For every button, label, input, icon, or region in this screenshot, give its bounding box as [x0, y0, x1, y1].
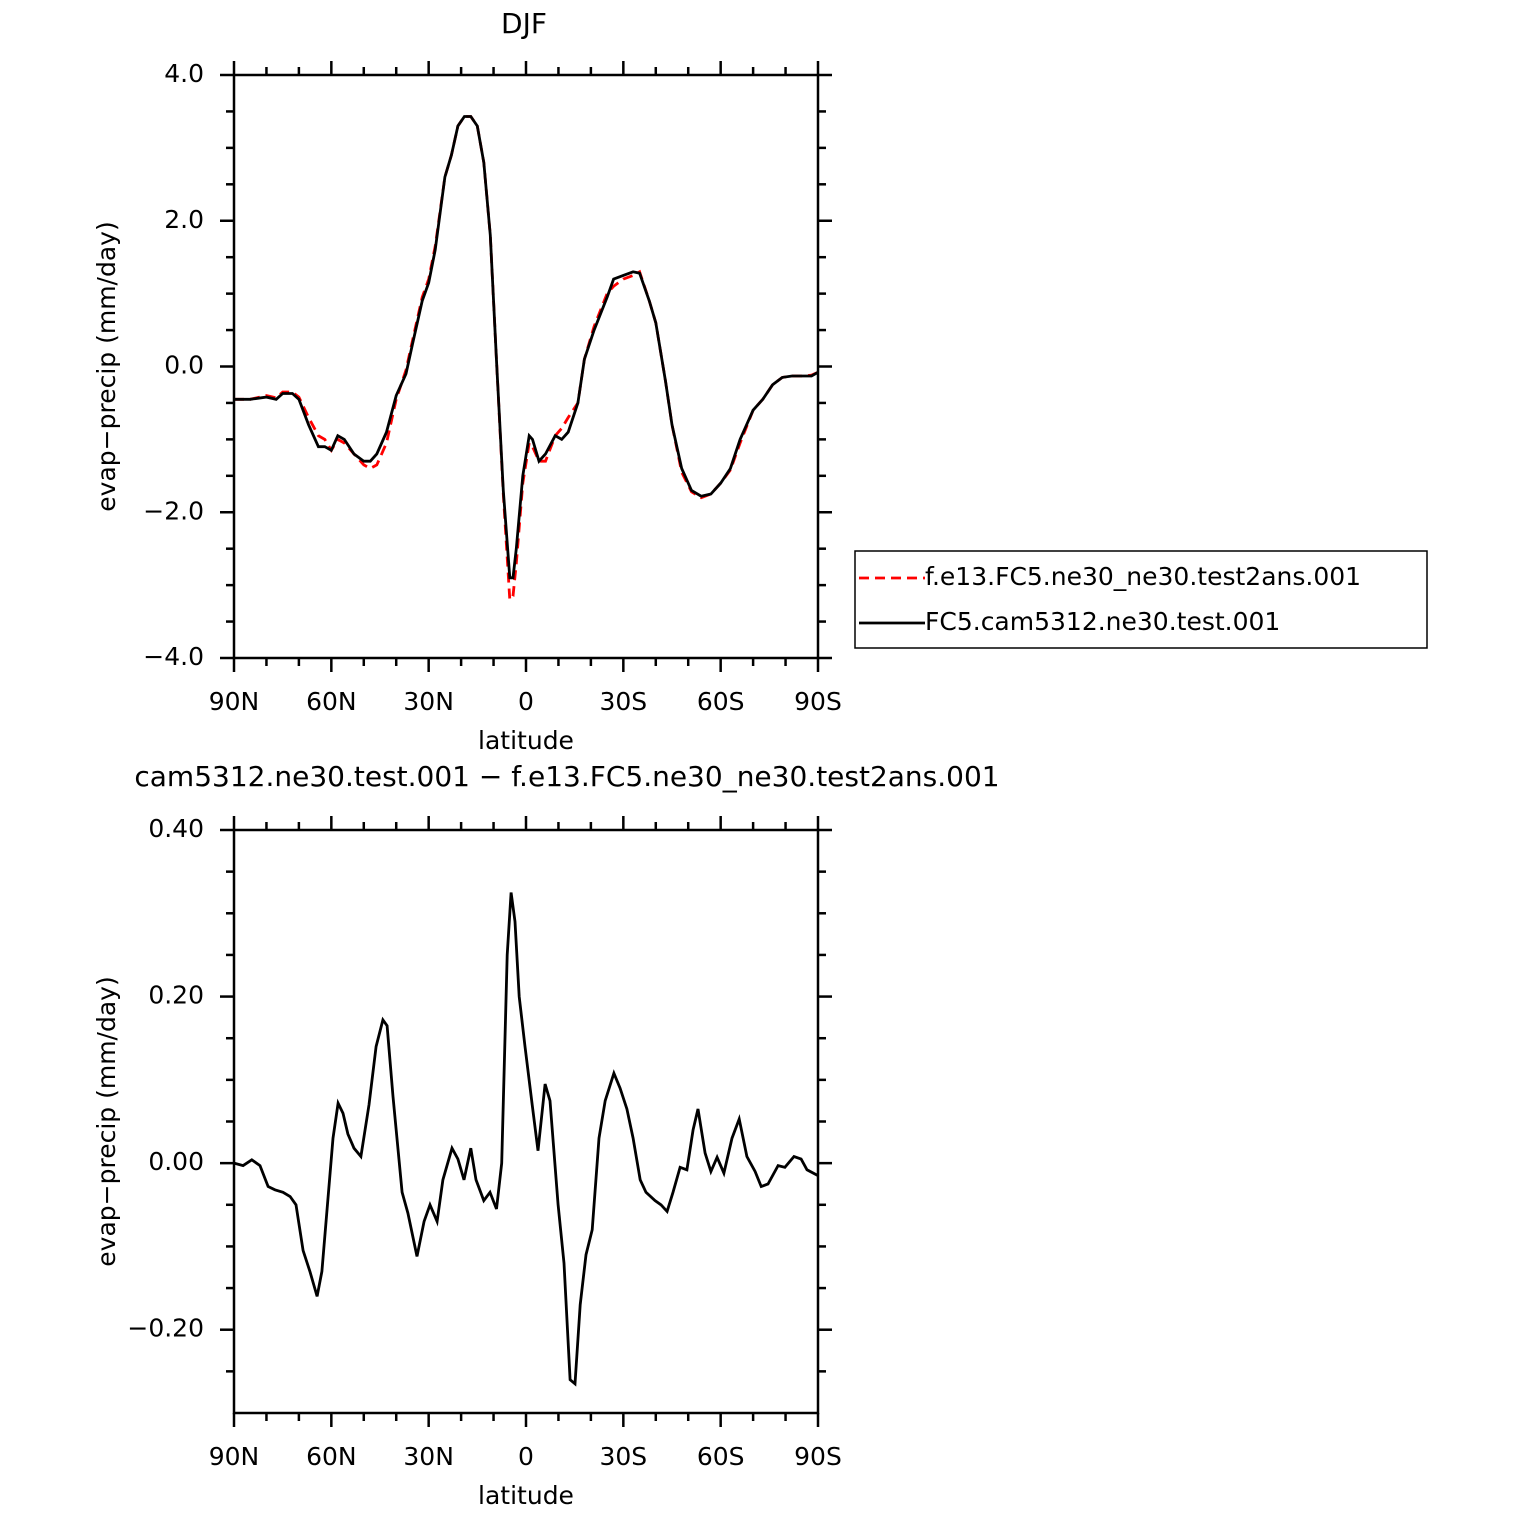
y-tick-label: −0.20: [127, 1314, 204, 1343]
y-tick-label: 2.0: [164, 205, 204, 234]
x-tick-label: 60S: [697, 1442, 745, 1471]
x-tick-label: 30S: [599, 687, 647, 716]
data-line: [234, 115, 819, 604]
x-tick-label: 90N: [209, 687, 260, 716]
data-line: [233, 892, 819, 1387]
x-tick-label: 60S: [697, 687, 745, 716]
plot-frame: [232, 828, 820, 1415]
x-tick-label: 30N: [403, 1442, 454, 1471]
x-tick-label: 30S: [599, 1442, 647, 1471]
x-axis-label: latitude: [478, 1481, 574, 1510]
y-axis-label: evap−precip (mm/day): [92, 976, 121, 1266]
x-tick-label: 90S: [794, 1442, 842, 1471]
y-tick-label: 0.0: [164, 351, 204, 380]
x-tick-label: 90N: [209, 1442, 260, 1471]
legend-label: f.e13.FC5.ne30_ne30.test2ans.001: [925, 562, 1361, 591]
y-tick-label: 0.20: [148, 981, 204, 1010]
y-axis-label: evap−precip (mm/day): [92, 221, 121, 511]
chart-title: cam5312.ne30.test.001 − f.e13.FC5.ne30_n…: [134, 760, 999, 793]
x-tick-label: 0: [518, 687, 534, 716]
x-axis-label: latitude: [478, 726, 574, 755]
legend-box: [854, 550, 1428, 649]
x-tick-label: 90S: [794, 687, 842, 716]
data-line: [234, 115, 819, 580]
legend-label: FC5.cam5312.ne30.test.001: [925, 607, 1280, 636]
y-tick-label: −2.0: [143, 496, 204, 525]
y-tick-label: 4.0: [164, 59, 204, 88]
x-tick-label: 60N: [306, 687, 357, 716]
x-tick-label: 60N: [306, 1442, 357, 1471]
x-tick-label: 0: [518, 1442, 534, 1471]
x-tick-label: 30N: [403, 687, 454, 716]
chart-title: DJF: [501, 7, 547, 40]
plot-frame: [232, 73, 820, 660]
y-tick-label: −4.0: [143, 642, 204, 671]
y-tick-label: 0.00: [148, 1147, 204, 1176]
y-tick-label: 0.40: [148, 814, 204, 843]
